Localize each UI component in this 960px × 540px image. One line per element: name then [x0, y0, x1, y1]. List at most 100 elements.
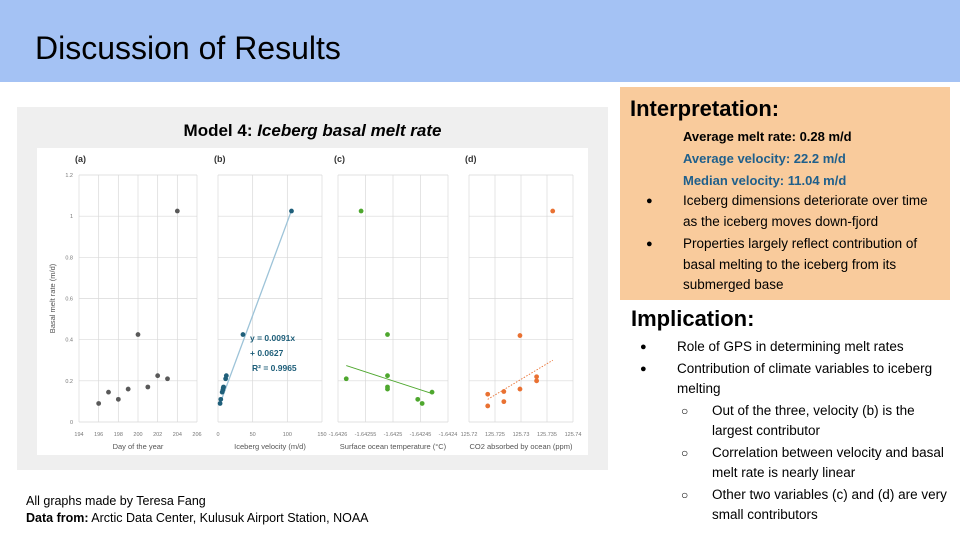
interpretation-bullet: Properties largely reflect contribution …: [620, 234, 945, 296]
figure-title: Model 4: Iceberg basal melt rate: [17, 121, 608, 141]
data-point: [240, 332, 246, 337]
data-point: [550, 208, 556, 214]
implication-item: Contribution of climate variables to ice…: [614, 359, 954, 400]
y-tick-label: 0.4: [65, 338, 73, 344]
implication-item: Other two variables (c) and (d) are very…: [614, 485, 954, 526]
avg-melt-rate: Average melt rate: 0.28 m/d: [683, 129, 852, 144]
y-tick-label: 0: [70, 420, 73, 426]
interpretation-bullet: Iceberg dimensions deteriorate over time…: [620, 191, 945, 232]
data-point: [125, 386, 131, 392]
trendline: [346, 365, 433, 395]
implication-item: Out of the three, velocity (b) is the la…: [614, 401, 954, 442]
data-point: [155, 373, 161, 379]
panel-label: (c): [334, 154, 345, 164]
y-tick-label: 1.2: [65, 173, 73, 179]
figure-title-italic: Iceberg basal melt rate: [257, 121, 442, 140]
data-point: [517, 386, 523, 392]
panel-label: (d): [465, 154, 477, 164]
data-point: [217, 401, 223, 406]
data-point: [289, 208, 294, 214]
x-tick-label: 196: [94, 432, 103, 438]
x-tick-label: 100: [283, 432, 292, 438]
x-tick-label: 206: [192, 432, 201, 438]
interpretation-heading: Interpretation:: [630, 96, 780, 121]
x-tick-label: -1.6424: [439, 432, 458, 438]
y-axis-label: Basal melt rate (m/d): [48, 263, 57, 333]
panel-label: (b): [214, 154, 226, 164]
avg-velocity: Average velocity: 22.2 m/d: [683, 151, 846, 166]
x-tick-label: 125.725: [485, 432, 505, 438]
credits-source-text: Arctic Data Center, Kulusuk Airport Stat…: [88, 511, 369, 525]
x-tick-label: 125.73: [513, 432, 530, 438]
chart-area: 194 196 198 200 202 204 206 0 0.2 0.4 0.6 0.8 1 1.2 (a…: [37, 148, 588, 455]
trendline-equation: R² = 0.9965: [252, 363, 297, 373]
y-tick-label: 1: [70, 214, 73, 220]
data-point: [534, 374, 539, 380]
x-tick-label: 202: [153, 432, 162, 438]
figure-panel: Model 4: Iceberg basal melt rate 194 196 1…: [17, 107, 608, 470]
data-point: [485, 391, 491, 397]
data-point: [96, 401, 102, 406]
implication-item: Correlation between velocity and basal m…: [614, 443, 954, 484]
data-point: [415, 396, 421, 402]
data-point: [385, 373, 390, 379]
figure-title-prefix: Model 4:: [183, 121, 258, 140]
data-point: [135, 332, 141, 337]
x-tick-label: -1.64245: [410, 432, 432, 438]
data-point: [115, 396, 121, 402]
x-tick-label: 198: [114, 432, 123, 438]
interpretation-box: Interpretation: Average melt rate: 0.28 …: [620, 87, 950, 300]
x-tick-label: 50: [250, 432, 256, 438]
data-point: [385, 332, 390, 337]
y-tick-label: 0.8: [65, 255, 73, 261]
x-tick-label: 125.735: [537, 432, 557, 438]
data-point: [429, 389, 435, 395]
data-point: [385, 386, 390, 392]
credits-author: All graphs made by Teresa Fang: [26, 494, 206, 508]
x-tick-label: -1.6426: [329, 432, 348, 438]
data-point: [174, 208, 180, 214]
trendline: [219, 210, 293, 404]
implication-item: Role of GPS in determining melt rates: [614, 337, 954, 358]
x-tick-label: -1.64255: [355, 432, 377, 438]
data-point: [221, 384, 226, 390]
header-band: [0, 0, 960, 82]
data-point: [165, 376, 170, 382]
data-point: [223, 373, 229, 379]
x-tick-label: 194: [74, 432, 83, 438]
page-title: Discussion of Results: [35, 30, 341, 66]
x-tick-label: 0: [216, 432, 219, 438]
median-velocity: Median velocity: 11.04 m/d: [683, 173, 847, 188]
data-point: [145, 384, 151, 390]
implication-heading: Implication:: [631, 306, 755, 331]
data-point: [501, 399, 507, 405]
y-tick-label: 0.2: [65, 379, 73, 385]
chart-background: [37, 148, 588, 455]
panel-label: (a): [75, 154, 86, 164]
x-tick-label: -1.6425: [384, 432, 403, 438]
data-point: [419, 401, 425, 406]
x-tick-label: 150: [317, 432, 326, 438]
trendline: [487, 359, 553, 400]
x-axis-label: Day of the year: [113, 442, 164, 451]
x-tick-label: 125.74: [565, 432, 582, 438]
data-point: [106, 389, 111, 395]
data-point: [218, 396, 224, 402]
implication-list: Role of GPS in determining melt ratesCon…: [614, 337, 954, 526]
x-axis-label: Iceberg velocity (m/d): [234, 442, 306, 451]
x-axis-label: Surface ocean temperature (°C): [340, 442, 447, 451]
data-point: [534, 378, 539, 384]
x-tick-label: 200: [133, 432, 142, 438]
trendline-equation: + 0.0627: [250, 348, 284, 358]
data-point: [517, 333, 523, 338]
x-tick-label: 204: [173, 432, 182, 438]
y-tick-label: 0.6: [65, 297, 73, 303]
trendline-equation: y = 0.0091x: [250, 333, 295, 343]
credits-source-label: Data from:: [26, 511, 89, 525]
data-point: [343, 376, 349, 382]
x-tick-label: 125.72: [461, 432, 478, 438]
data-point: [485, 403, 491, 409]
credits: All graphs made by Teresa Fang Data from…: [26, 493, 369, 527]
data-point: [358, 208, 364, 214]
x-axis-label: CO2 absorbed by ocean (ppm): [470, 442, 573, 451]
